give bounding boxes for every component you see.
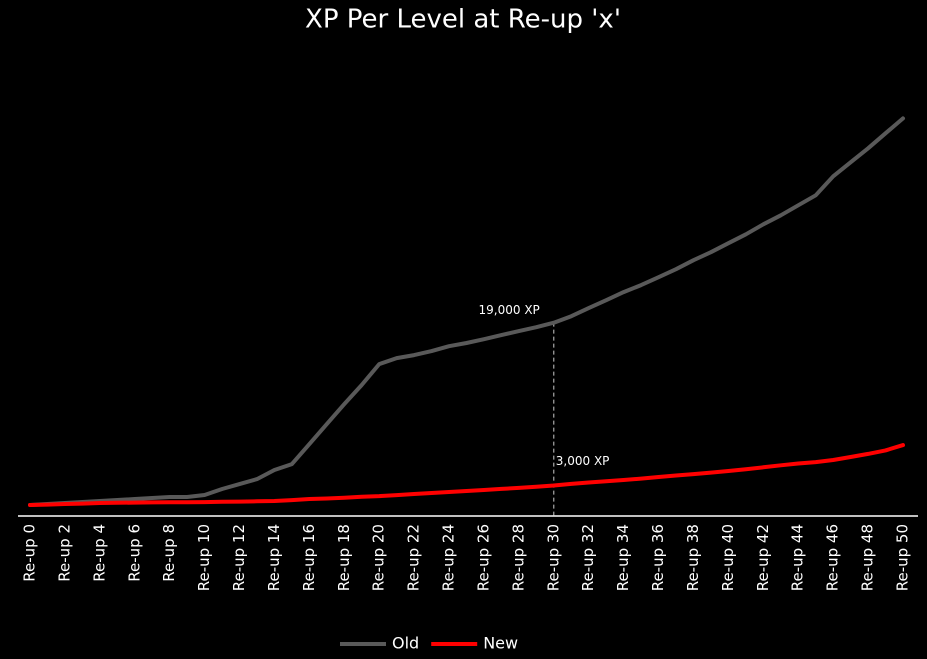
chart-title: XP Per Level at Re-up 'x' <box>305 5 621 35</box>
legend-label: Old <box>392 634 419 653</box>
annotation: 19,000 XP <box>479 303 540 317</box>
x-tick-label: Re-up 6 <box>125 524 143 582</box>
x-tick-label: Re-up 2 <box>55 524 73 582</box>
x-tick-label: Re-up 20 <box>370 524 388 591</box>
x-tick-label: Re-up 30 <box>544 524 562 591</box>
x-tick-label: Re-up 38 <box>684 524 702 591</box>
x-tick-label: Re-up 4 <box>90 524 108 582</box>
x-tick-label: Re-up 42 <box>754 524 772 591</box>
x-tick-label: Re-up 22 <box>405 524 423 591</box>
x-tick-label: Re-up 10 <box>195 524 213 591</box>
annotation: 3,000 XP <box>556 454 610 468</box>
x-tick-label: Re-up 36 <box>649 524 667 591</box>
data-line <box>28 443 905 507</box>
x-tick-label: Re-up 26 <box>474 524 492 591</box>
x-tick-label: Re-up 34 <box>614 524 632 591</box>
x-tick-label: Re-up 18 <box>335 524 353 591</box>
x-tick-label: Re-up 44 <box>789 524 807 591</box>
x-tick-label: Re-up 48 <box>859 524 877 591</box>
x-tick-label: Re-up 0 <box>21 524 39 582</box>
x-tick-label: Re-up 28 <box>509 524 527 591</box>
data-line <box>28 116 905 507</box>
x-tick-label: Re-up 40 <box>719 524 737 591</box>
x-tick-label: Re-up 8 <box>160 524 178 582</box>
x-tick-label: Re-up 14 <box>265 524 283 591</box>
legend-label: New <box>483 634 518 653</box>
x-tick-label: Re-up 46 <box>824 524 842 591</box>
x-tick-label: Re-up 24 <box>440 524 458 591</box>
x-tick-label: Re-up 50 <box>894 524 912 591</box>
x-tick-label: Re-up 12 <box>230 524 248 591</box>
x-tick-label: Re-up 16 <box>300 524 318 591</box>
x-tick-label: Re-up 32 <box>579 524 597 591</box>
